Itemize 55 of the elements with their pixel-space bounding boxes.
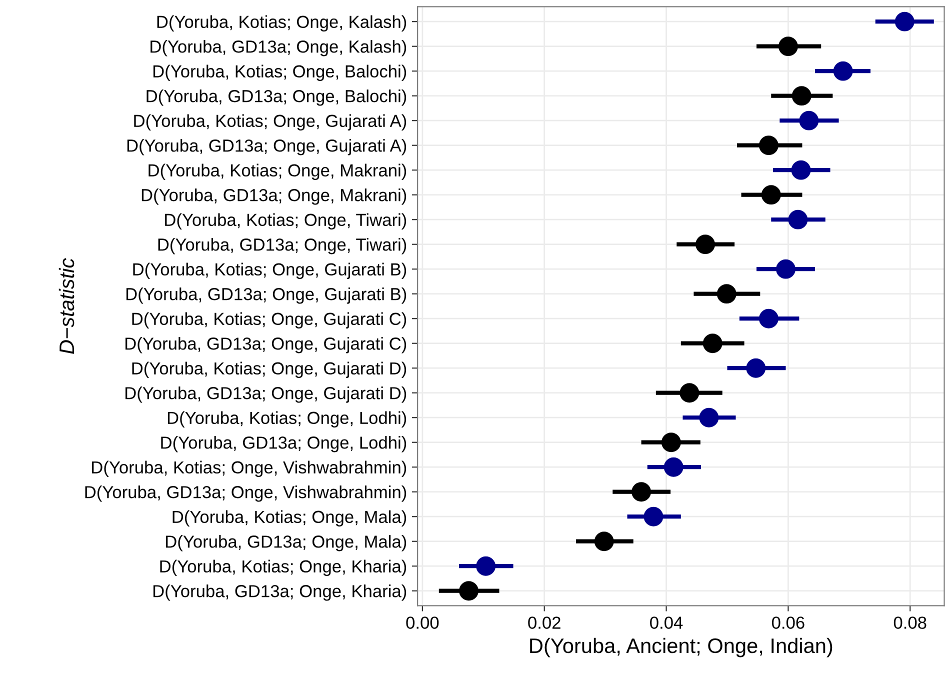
point	[716, 284, 736, 304]
y-tick-label: D(Yoruba, GD13a; Onge, Kalash)	[150, 40, 406, 56]
y-tick-label: D(Yoruba, Kotias; Onge, Tiwari)	[165, 213, 406, 230]
y-tick-label: D(Yoruba, Kotias; Onge, Gujarati B)	[133, 262, 406, 279]
point	[778, 36, 798, 56]
point	[459, 581, 478, 601]
x-tick-label: 0.06	[772, 616, 804, 629]
point	[788, 210, 808, 230]
point	[702, 334, 722, 354]
point	[776, 259, 796, 279]
x-tick-label: 0.02	[528, 616, 560, 629]
y-tick-label: D(Yoruba, GD13a; Onge, Vishwabrahmin)	[85, 486, 406, 502]
point	[476, 556, 496, 576]
x-tick-label: 0.04	[650, 616, 683, 629]
y-tick-label: D(Yoruba, Kotias; Onge, Vishwabrahmin)	[92, 460, 406, 477]
point	[758, 136, 778, 156]
point	[680, 383, 700, 403]
y-tick-label: D(Yoruba, GD13a; Onge, Balochi)	[146, 90, 406, 106]
y-tick-label: D(Yoruba, Kotias; Onge, Gujarati D)	[132, 362, 406, 378]
y-tick-label: D(Yoruba, GD13a; Onge, Makrani)	[142, 188, 406, 205]
point	[632, 482, 652, 502]
point	[792, 86, 812, 106]
point	[594, 532, 614, 552]
y-tick-label: D(Yoruba, Kotias; Onge, Mala)	[172, 510, 406, 526]
y-tick-label: D(Yoruba, GD13a; Onge, Kharia)	[153, 584, 406, 601]
point	[746, 358, 766, 378]
x-tick-label: 0.08	[894, 616, 926, 629]
y-tick-label: D(Yoruba, Kotias; Onge, Lodhi)	[168, 411, 406, 428]
y-tick-label: D(Yoruba, Kotias; Onge, Kalash)	[157, 15, 406, 32]
point	[696, 234, 716, 254]
y-tick-label: D(Yoruba, GD13a; Onge, Mala)	[166, 535, 406, 552]
y-tick-label: D(Yoruba, GD13a; Onge, Gujarati A)	[127, 139, 406, 156]
point	[791, 160, 811, 180]
point	[761, 185, 781, 205]
point	[644, 506, 664, 526]
point	[833, 61, 853, 81]
y-tick-label: D(Yoruba, Kotias; Onge, Makrani)	[148, 164, 406, 180]
y-tick-label: D(Yoruba, GD13a; Onge, Tiwari)	[158, 238, 406, 254]
point	[661, 432, 681, 452]
y-tick-label: D(Yoruba, Kotias; Onge, Gujarati A)	[134, 114, 406, 130]
y-tick-label: D(Yoruba, GD13a; Onge, Gujarati D)	[126, 386, 406, 403]
y-tick-label: D(Yoruba, Kotias; Onge, Balochi)	[153, 64, 406, 81]
y-tick-label: D(Yoruba, Kotias; Onge, Kharia)	[160, 560, 406, 576]
y-tick-label: D(Yoruba, Kotias; Onge, Gujarati C)	[132, 312, 406, 328]
x-axis-title: D(Yoruba, Ancient; Onge, Indian)	[530, 638, 832, 658]
point	[758, 308, 778, 328]
point	[699, 408, 719, 428]
y-tick-label: D(Yoruba, GD13a; Onge, Gujarati C)	[126, 337, 406, 354]
point	[799, 110, 819, 130]
point	[894, 12, 914, 32]
x-tick-label: 0.00	[406, 616, 439, 629]
y-tick-label: D(Yoruba, GD13a; Onge, Lodhi)	[161, 436, 406, 452]
y-tick-label: D(Yoruba, GD13a; Onge, Gujarati B)	[126, 288, 406, 304]
y-axis-title: D−statistic	[58, 258, 74, 354]
point	[664, 457, 684, 477]
